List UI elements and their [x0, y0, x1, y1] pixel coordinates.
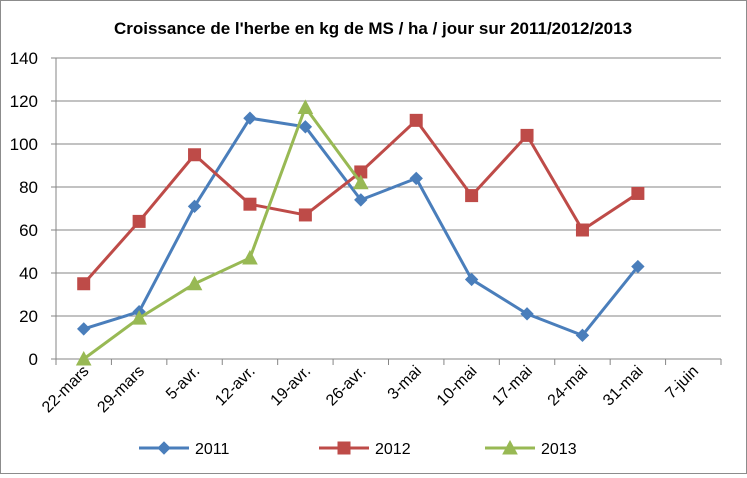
legend-item-2012: 2012	[319, 441, 411, 458]
series-layer	[75, 99, 645, 366]
y-tick-label: 140	[10, 49, 38, 68]
data-point-2012	[132, 214, 146, 228]
series-2013	[75, 99, 369, 366]
series-line-2013	[82, 105, 362, 361]
data-point-2013	[352, 174, 369, 190]
legend: 2011 2012 2013	[139, 439, 577, 458]
x-tick-label: 22-mars	[39, 363, 93, 417]
data-point-2011	[187, 199, 202, 214]
data-point-2011	[575, 328, 590, 343]
y-tick-label: 20	[19, 307, 38, 326]
y-tick-label: 120	[10, 92, 38, 111]
series-2011	[77, 111, 645, 343]
x-tick-label: 12-avr.	[212, 363, 259, 410]
data-point-2013	[131, 310, 147, 325]
series-line-2011	[83, 116, 640, 337]
data-point-2012	[631, 186, 645, 200]
y-tick-label: 0	[29, 350, 38, 369]
chart-title: Croissance de l'herbe en kg de MS / ha /…	[114, 19, 632, 38]
data-point-2013	[297, 99, 314, 114]
x-tick-label: 10-mai	[434, 363, 481, 410]
data-point-2012	[465, 189, 479, 203]
series-2012	[77, 113, 645, 291]
data-point-2013	[186, 275, 203, 291]
data-point-2011	[520, 307, 534, 321]
legend-label-2012: 2012	[375, 441, 411, 458]
x-tick-label: 17-mai	[489, 363, 536, 410]
data-point-2012	[77, 277, 91, 291]
legend-marker-2013	[502, 439, 518, 455]
x-tick-label: 24-mai	[545, 363, 592, 410]
x-tick-label: 29-mars	[94, 363, 148, 417]
data-point-2012	[520, 128, 534, 142]
data-point-2012	[243, 197, 257, 211]
data-point-2011	[409, 171, 423, 186]
y-tick-label: 100	[10, 135, 38, 154]
y-tick-label: 60	[19, 221, 38, 240]
x-tick-label: 3-mai	[385, 363, 425, 403]
data-point-2012	[298, 208, 312, 222]
data-point-2012	[188, 148, 202, 162]
legend-marker-2011	[157, 441, 171, 455]
data-point-2012	[575, 223, 589, 237]
data-point-2011	[631, 259, 645, 274]
legend-label-2011: 2011	[195, 441, 230, 458]
data-point-2011	[243, 111, 257, 125]
legend-label-2013: 2013	[541, 441, 577, 458]
legend-item-2011: 2011	[139, 441, 230, 458]
legend-item-2013: 2013	[485, 439, 577, 458]
data-point-2012	[409, 113, 423, 127]
x-tick-label: 19-avr.	[268, 363, 315, 410]
x-tick-label: 26-avr.	[323, 363, 370, 410]
data-point-2011	[298, 120, 313, 134]
y-tick-label: 40	[19, 264, 38, 283]
legend-marker-2012	[337, 441, 351, 455]
data-point-2013	[75, 350, 92, 366]
x-tick-label: 5-avr.	[163, 363, 203, 403]
y-tick-label: 80	[19, 178, 38, 197]
x-tick-label: 31-mai	[600, 363, 647, 410]
data-point-2013	[242, 249, 258, 265]
data-point-2011	[354, 193, 368, 207]
data-point-2011	[77, 322, 91, 336]
x-tick-label: 7-juin	[662, 363, 702, 403]
data-point-2011	[464, 272, 479, 287]
axes: 0 20 40 60 80 100 120 140 22-mars 29-mars 5-avr. 12…	[10, 49, 722, 417]
